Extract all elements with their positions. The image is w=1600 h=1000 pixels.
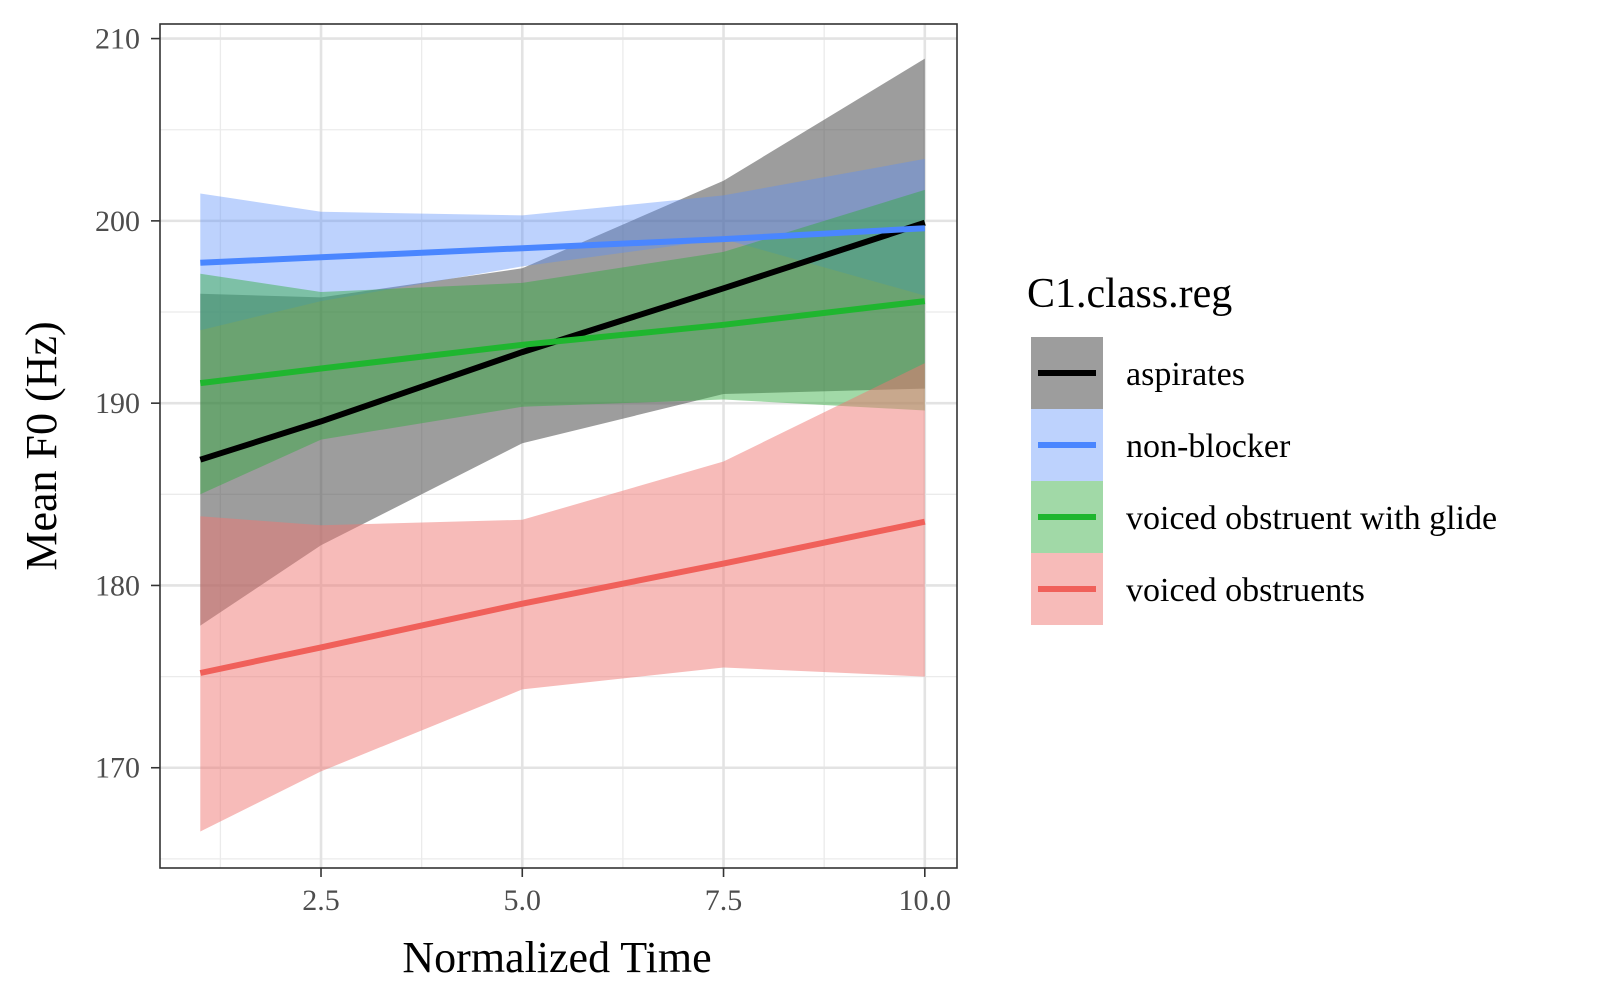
plot-panel <box>159 23 958 869</box>
legend: C1.class.reg aspirates non-blocker voiced … <box>1027 271 1497 625</box>
legend-label: non-blocker <box>1126 428 1291 465</box>
y-tick-label: 170 <box>95 752 140 785</box>
legend-title: C1.class.reg <box>1027 271 1232 317</box>
panel-border <box>159 23 958 869</box>
y-axis: 170 180 190 200 210 <box>95 23 160 785</box>
series-line-voiced-obstruent-with-glide <box>199 298 926 387</box>
legend-label: voiced obstruent with glide <box>1126 500 1497 537</box>
y-tick-label: 200 <box>95 205 140 238</box>
series-line-voiced-obstruents <box>199 518 926 676</box>
x-axis-title: Normalized Time <box>402 933 711 982</box>
trend-lines <box>199 219 926 676</box>
legend-item-non-blocker: non-blocker <box>1031 409 1291 481</box>
legend-item-aspirates: aspirates <box>1031 337 1245 409</box>
y-tick-label: 190 <box>95 387 140 420</box>
x-tick-label: 5.0 <box>504 884 542 917</box>
legend-item-voiced-obstruents: voiced obstruents <box>1031 553 1365 625</box>
legend-label: voiced obstruents <box>1126 572 1365 609</box>
x-tick-label: 7.5 <box>705 884 743 917</box>
legend-label: aspirates <box>1126 356 1245 393</box>
x-axis: 2.5 5.0 7.5 10.0 <box>302 868 951 917</box>
y-tick-label: 180 <box>95 569 140 602</box>
x-tick-label: 2.5 <box>302 884 340 917</box>
legend-keys: aspirates non-blocker voiced obstruent wit… <box>1031 337 1497 625</box>
series-line-aspirates <box>199 219 926 463</box>
x-tick-label: 10.0 <box>899 884 952 917</box>
legend-item-voiced-obstruent-with-glide: voiced obstruent with glide <box>1031 481 1497 553</box>
series-line-non-blocker <box>200 225 925 266</box>
y-tick-label: 210 <box>95 23 140 56</box>
y-axis-title: Mean F0 (Hz) <box>17 321 66 570</box>
